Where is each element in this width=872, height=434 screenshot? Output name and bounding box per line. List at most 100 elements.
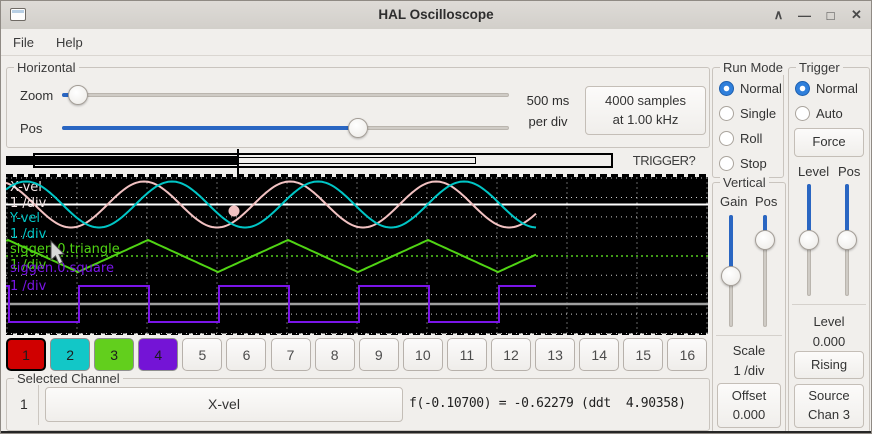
trigger-edge-label: Rising — [810, 356, 848, 372]
trigger-panel: Trigger Normal Auto Force Level Pos Level… — [788, 60, 870, 433]
radio-icon[interactable] — [795, 81, 810, 96]
scope-label-siggen.0.triangle: siggen.0.triangle — [10, 242, 120, 257]
samples-count: 4000 samples — [605, 92, 686, 108]
slider-fill — [763, 215, 767, 240]
channel-button-13[interactable]: 13 — [535, 338, 576, 371]
slider-knob[interactable] — [799, 230, 819, 250]
offset-caption: Offset — [731, 387, 767, 403]
force-button[interactable]: Force — [794, 128, 864, 157]
channel-source-name: X-vel — [208, 396, 240, 413]
channel-button-9[interactable]: 9 — [358, 338, 399, 371]
trigger-edge-button[interactable]: Rising — [794, 351, 864, 379]
trace-X-vel — [6, 180, 537, 229]
offset-button[interactable]: Offset 0.000 — [717, 383, 781, 428]
trigger-level-slider-label: Level — [798, 164, 830, 179]
slider-knob[interactable] — [721, 265, 741, 286]
radio-icon[interactable] — [795, 106, 810, 121]
trigger-source-button[interactable]: Source Chan 3 — [794, 384, 864, 428]
titlebar[interactable]: HAL Oscilloscope ∧ — □ ✕ — [1, 1, 871, 30]
radio-icon[interactable] — [719, 156, 734, 171]
trigger-point-marker — [228, 205, 240, 217]
run-mode-panel-label: Run Mode — [720, 60, 786, 75]
record-position-bar: TRIGGER? — [6, 149, 708, 175]
menu-file[interactable]: File — [13, 34, 34, 50]
radio-option-normal[interactable]: Normal — [713, 76, 783, 101]
radio-option-single[interactable]: Single — [713, 101, 783, 126]
divider — [792, 304, 866, 305]
channel-button-row: 1 2 3 4 5 6 7 8 9 10 11 12 13 14 15 16 — [6, 338, 708, 372]
horizontal-pos-slider[interactable] — [62, 118, 509, 138]
channel-button-5[interactable]: 5 — [182, 338, 223, 371]
radio-option-normal[interactable]: Normal — [789, 76, 869, 101]
window-bottom-edge — [1, 431, 871, 433]
radio-option-auto[interactable]: Auto — [789, 101, 869, 126]
channel-button-16[interactable]: 16 — [667, 338, 708, 371]
minimize-icon[interactable]: — — [798, 7, 811, 23]
sample-rate-button[interactable]: 4000 samples at 1.00 kHz — [585, 86, 706, 135]
channel-button-15[interactable]: 15 — [623, 338, 664, 371]
slider-knob[interactable] — [348, 118, 369, 138]
channel-button-3[interactable]: 3 — [94, 338, 135, 371]
trigger-position-tick — [237, 149, 239, 174]
channel-button-7[interactable]: 7 — [270, 338, 311, 371]
run-mode-panel: Run Mode Normal Single Roll Stop — [712, 60, 786, 178]
channel-button-4[interactable]: 4 — [138, 338, 179, 371]
time-per-div-units: per div — [528, 114, 568, 129]
trigger-panel-label: Trigger — [796, 60, 843, 75]
channel-source-button[interactable]: X-vel — [45, 387, 403, 422]
trigger-level-caption: Level — [813, 314, 845, 329]
trigger-level-slider[interactable] — [799, 184, 819, 296]
slider-knob[interactable] — [68, 85, 89, 105]
slider-knob[interactable] — [755, 229, 775, 250]
radio-label: Normal — [740, 81, 782, 96]
trigger-source-value: Chan 3 — [808, 407, 850, 422]
channel-button-6[interactable]: 6 — [226, 338, 267, 371]
radio-label: Auto — [816, 106, 843, 121]
horizontal-panel: Horizontal Zoom Pos 500 ms per div 4000 … — [6, 60, 710, 148]
window-title: HAL Oscilloscope — [378, 7, 494, 22]
radio-icon[interactable] — [719, 106, 734, 121]
slider-knob[interactable] — [837, 230, 857, 250]
scope-scale-label-siggen.0.square: 1 /div — [10, 279, 47, 294]
mouse-cursor-icon — [50, 239, 66, 265]
trace-siggen.0.square — [6, 285, 536, 323]
offset-value: 0.000 — [732, 406, 766, 422]
slider-track[interactable] — [62, 93, 509, 97]
radio-icon[interactable] — [719, 81, 734, 96]
channel-button-11[interactable]: 11 — [446, 338, 487, 371]
vertical-pos-slider[interactable] — [755, 215, 775, 327]
channel-button-8[interactable]: 8 — [314, 338, 355, 371]
trigger-level-value: 0.000 — [812, 334, 846, 349]
divider — [716, 335, 782, 336]
menubar: File Help — [1, 29, 871, 56]
radio-option-roll[interactable]: Roll — [713, 126, 783, 151]
maximize-icon[interactable]: □ — [826, 7, 835, 23]
radio-option-stop[interactable]: Stop — [713, 151, 783, 176]
channel-button-14[interactable]: 14 — [579, 338, 620, 371]
scale-caption[interactable]: Scale — [732, 343, 766, 358]
channel-button-10[interactable]: 10 — [402, 338, 443, 371]
time-per-div-value: 500 ms — [526, 93, 570, 108]
horizontal-zoom-slider[interactable] — [62, 85, 509, 105]
channel-button-2[interactable]: 2 — [50, 338, 91, 371]
trigger-status-label: TRIGGER? — [632, 153, 696, 168]
record-displayed-bar — [6, 156, 239, 165]
vertical-panel-label: Vertical — [720, 175, 769, 190]
scale-value[interactable]: 1 /div — [733, 363, 765, 378]
menu-help[interactable]: Help — [55, 34, 83, 50]
close-icon[interactable]: ✕ — [851, 7, 862, 22]
selected-channel-panel: Selected Channel 1 X-vel f(-0.10700) = -… — [6, 371, 710, 431]
radio-icon[interactable] — [719, 131, 734, 146]
vertical-gain-slider[interactable] — [721, 215, 741, 327]
channel-button-1[interactable]: 1 — [6, 338, 46, 371]
window-controls: ∧ — □ ✕ — [770, 1, 865, 29]
channel-value-readout: f(-0.10700) = -0.62279 (ddt 4.90358) — [409, 396, 686, 411]
app-icon — [10, 8, 26, 21]
shade-icon[interactable]: ∧ — [773, 7, 784, 22]
trigger-pos-slider[interactable] — [837, 184, 857, 296]
channel-button-12[interactable]: 12 — [491, 338, 532, 371]
slider-fill — [62, 126, 359, 130]
trigger-source-caption: Source — [808, 388, 850, 404]
